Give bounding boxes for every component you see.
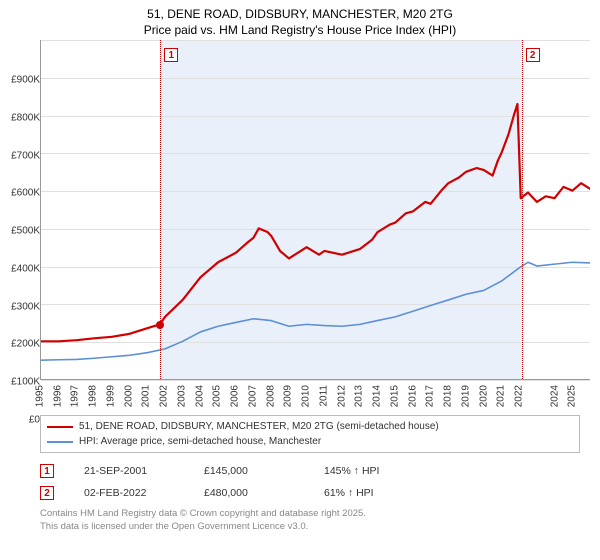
y-tick-label: £900K	[2, 75, 40, 86]
reference-marker: 1	[164, 48, 178, 62]
x-tick-label: 1995	[35, 385, 46, 407]
y-tick-label: £0	[2, 415, 40, 426]
chart-title: 51, DENE ROAD, DIDSBURY, MANCHESTER, M20…	[0, 0, 600, 38]
gridline-h	[41, 380, 590, 381]
sale-marker-1: 1	[40, 464, 54, 478]
sales-table: 1 21-SEP-2001 £145,000 145% ↑ HPI 2 02-F…	[40, 460, 444, 504]
x-tick-label: 2011	[318, 385, 329, 407]
x-tick-label: 2021	[496, 385, 507, 407]
x-tick-label: 2014	[372, 385, 383, 407]
x-tick-label: 2018	[443, 385, 454, 407]
sale-date: 02-FEB-2022	[84, 487, 204, 499]
x-tick-label: 2007	[247, 385, 258, 407]
sale-date: 21-SEP-2001	[84, 465, 204, 477]
chart: 12 £0£100K£200K£300K£400K£500K£600K£700K…	[0, 40, 600, 410]
legend-row-hpi: HPI: Average price, semi-detached house,…	[47, 434, 573, 449]
sale-row: 1 21-SEP-2001 £145,000 145% ↑ HPI	[40, 460, 444, 482]
x-tick-label: 1997	[70, 385, 81, 407]
footer-line-2: This data is licensed under the Open Gov…	[40, 521, 308, 532]
x-tick-label: 2012	[336, 385, 347, 407]
x-tick-label: 2022	[514, 385, 525, 407]
x-tick-label: 2004	[194, 385, 205, 407]
title-line-1: 51, DENE ROAD, DIDSBURY, MANCHESTER, M20…	[147, 7, 453, 21]
sale-price: £480,000	[204, 487, 324, 499]
sale-row: 2 02-FEB-2022 £480,000 61% ↑ HPI	[40, 482, 444, 504]
series-hpi	[41, 262, 590, 360]
sale-marker-2: 2	[40, 486, 54, 500]
sale-change: 61% ↑ HPI	[324, 487, 444, 499]
y-tick-label: £300K	[2, 301, 40, 312]
legend-label-hpi: HPI: Average price, semi-detached house,…	[79, 434, 321, 449]
series-property	[41, 104, 590, 341]
y-tick-label: £800K	[2, 112, 40, 123]
x-tick-label: 2008	[265, 385, 276, 407]
x-tick-label: 2025	[567, 385, 578, 407]
attribution: Contains HM Land Registry data © Crown c…	[40, 508, 366, 534]
footer-line-1: Contains HM Land Registry data © Crown c…	[40, 508, 366, 519]
x-tick-label: 2003	[176, 385, 187, 407]
x-tick-label: 2001	[141, 385, 152, 407]
x-tick-label: 2024	[549, 385, 560, 407]
x-tick-label: 2015	[389, 385, 400, 407]
legend-swatch-hpi	[47, 441, 73, 443]
legend-label-property: 51, DENE ROAD, DIDSBURY, MANCHESTER, M20…	[79, 419, 439, 434]
y-tick-label: £500K	[2, 226, 40, 237]
y-tick-label: £200K	[2, 339, 40, 350]
y-tick-label: £700K	[2, 150, 40, 161]
legend-row-property: 51, DENE ROAD, DIDSBURY, MANCHESTER, M20…	[47, 419, 573, 434]
x-tick-label: 1996	[52, 385, 63, 407]
plot-area: 12	[40, 40, 590, 380]
sale-change: 145% ↑ HPI	[324, 465, 444, 477]
y-tick-label: £400K	[2, 263, 40, 274]
reference-vline	[522, 40, 523, 379]
y-tick-label: £600K	[2, 188, 40, 199]
x-tick-label: 2005	[212, 385, 223, 407]
legend-swatch-property	[47, 426, 73, 428]
x-tick-label: 2009	[283, 385, 294, 407]
x-tick-label: 2002	[159, 385, 170, 407]
series-svg	[41, 40, 590, 379]
x-tick-label: 2016	[407, 385, 418, 407]
x-tick-label: 1998	[88, 385, 99, 407]
x-tick-label: 2010	[301, 385, 312, 407]
x-tick-label: 2017	[425, 385, 436, 407]
legend: 51, DENE ROAD, DIDSBURY, MANCHESTER, M20…	[40, 415, 580, 453]
x-tick-label: 2019	[460, 385, 471, 407]
x-tick-label: 2000	[123, 385, 134, 407]
x-tick-label: 2020	[478, 385, 489, 407]
x-tick-label: 1999	[105, 385, 116, 407]
x-tick-label: 2006	[230, 385, 241, 407]
sale-price: £145,000	[204, 465, 324, 477]
x-tick-label: 2013	[354, 385, 365, 407]
sale-dot	[156, 321, 164, 329]
title-line-2: Price paid vs. HM Land Registry's House …	[144, 23, 456, 37]
reference-marker: 2	[526, 48, 540, 62]
root: 51, DENE ROAD, DIDSBURY, MANCHESTER, M20…	[0, 0, 600, 560]
